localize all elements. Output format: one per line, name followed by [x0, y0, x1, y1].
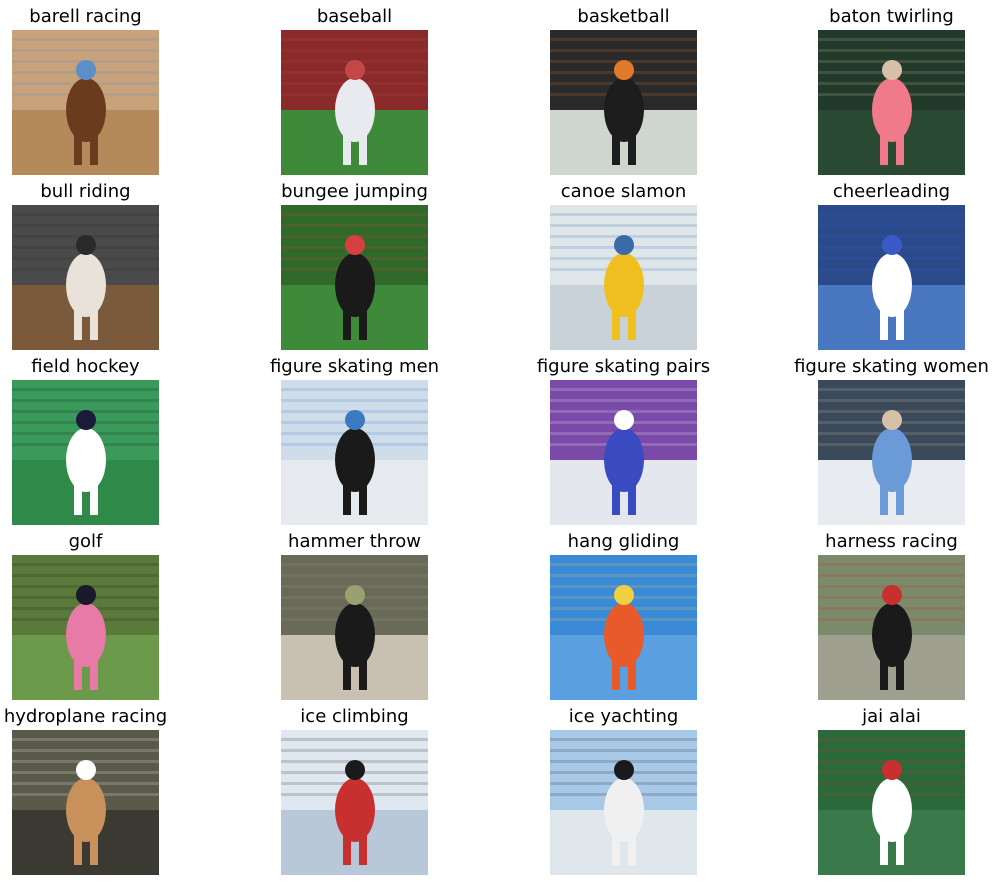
- figure-skating-men-photo-graphic: [281, 380, 428, 525]
- baton-twirling-photo: [818, 30, 965, 175]
- field-hockey-photo: [12, 380, 159, 525]
- grid-cell: baseball: [249, 0, 498, 175]
- hydroplane-racing-photo-graphic: [12, 730, 159, 875]
- canoe-slalom-photo-graphic: [550, 205, 697, 350]
- basketball-photo: [550, 30, 697, 175]
- hang-gliding-photo: [550, 555, 697, 700]
- cell-title: figure skating men: [269, 356, 440, 377]
- grid-cell: ice yachting: [498, 700, 747, 875]
- cheerleading-photo: [818, 205, 965, 350]
- cell-title: jai alai: [862, 706, 921, 727]
- baton-twirling-photo-graphic: [818, 30, 965, 175]
- bungee-jumping-photo-graphic: [281, 205, 428, 350]
- cell-title: basketball: [577, 6, 670, 27]
- grid-cell: basketball: [498, 0, 747, 175]
- cell-title: baseball: [316, 6, 393, 27]
- basketball-photo-graphic: [550, 30, 697, 175]
- ice-yachting-photo-graphic: [550, 730, 697, 875]
- canoe-slalom-photo: [550, 205, 697, 350]
- cell-title: ice yachting: [568, 706, 679, 727]
- harness-racing-photo: [818, 555, 965, 700]
- grid-cell: field hockey: [0, 350, 249, 525]
- cell-title: hammer throw: [288, 531, 421, 552]
- cheerleading-photo-graphic: [818, 205, 965, 350]
- cell-title: barell racing: [29, 6, 142, 27]
- cell-title: bungee jumping: [281, 181, 428, 202]
- cell-title: ice climbing: [300, 706, 409, 727]
- jai-alai-photo: [818, 730, 965, 875]
- cell-title: cheerleading: [832, 181, 951, 202]
- grid-cell: figure skating women: [747, 350, 996, 525]
- grid-cell: barell racing: [0, 0, 249, 175]
- grid-cell: canoe slamon: [498, 175, 747, 350]
- baseball-photo: [281, 30, 428, 175]
- figure-skating-women-photo-graphic: [818, 380, 965, 525]
- ice-climbing-photo-graphic: [281, 730, 428, 875]
- ice-climbing-photo: [281, 730, 428, 875]
- cell-title: golf: [68, 531, 103, 552]
- grid-cell: bungee jumping: [249, 175, 498, 350]
- cell-title: hang gliding: [567, 531, 680, 552]
- grid-cell: bull riding: [0, 175, 249, 350]
- hammer-throw-photo: [281, 555, 428, 700]
- field-hockey-photo-graphic: [12, 380, 159, 525]
- cell-title: harness racing: [825, 531, 958, 552]
- grid-cell: ice climbing: [249, 700, 498, 875]
- cell-title: bull riding: [40, 181, 131, 202]
- hammer-throw-photo-graphic: [281, 555, 428, 700]
- barrel-racing-photo-graphic: [12, 30, 159, 175]
- grid-cell: figure skating men: [249, 350, 498, 525]
- grid-cell: jai alai: [747, 700, 996, 875]
- golf-photo: [12, 555, 159, 700]
- grid-cell: golf: [0, 525, 249, 700]
- bull-riding-photo-graphic: [12, 205, 159, 350]
- baseball-photo-graphic: [281, 30, 428, 175]
- figure-skating-pairs-photo-graphic: [550, 380, 697, 525]
- cell-title: figure skating pairs: [536, 356, 711, 377]
- cell-title: baton twirling: [829, 6, 954, 27]
- grid-cell: hydroplane racing: [0, 700, 249, 875]
- barrel-racing-photo: [12, 30, 159, 175]
- figure-skating-pairs-photo: [550, 380, 697, 525]
- figure-skating-women-photo: [818, 380, 965, 525]
- grid-cell: cheerleading: [747, 175, 996, 350]
- ice-yachting-photo: [550, 730, 697, 875]
- jai-alai-photo-graphic: [818, 730, 965, 875]
- figure-skating-men-photo: [281, 380, 428, 525]
- cell-title: canoe slamon: [560, 181, 687, 202]
- hydroplane-racing-photo: [12, 730, 159, 875]
- cell-title: figure skating women: [794, 356, 989, 377]
- hang-gliding-photo-graphic: [550, 555, 697, 700]
- bungee-jumping-photo: [281, 205, 428, 350]
- grid-cell: hang gliding: [498, 525, 747, 700]
- grid-cell: baton twirling: [747, 0, 996, 175]
- harness-racing-photo-graphic: [818, 555, 965, 700]
- grid-cell: harness racing: [747, 525, 996, 700]
- golf-photo-graphic: [12, 555, 159, 700]
- cell-title: hydroplane racing: [3, 706, 168, 727]
- cell-title: field hockey: [31, 356, 140, 377]
- grid-cell: hammer throw: [249, 525, 498, 700]
- bull-riding-photo: [12, 205, 159, 350]
- grid-cell: figure skating pairs: [498, 350, 747, 525]
